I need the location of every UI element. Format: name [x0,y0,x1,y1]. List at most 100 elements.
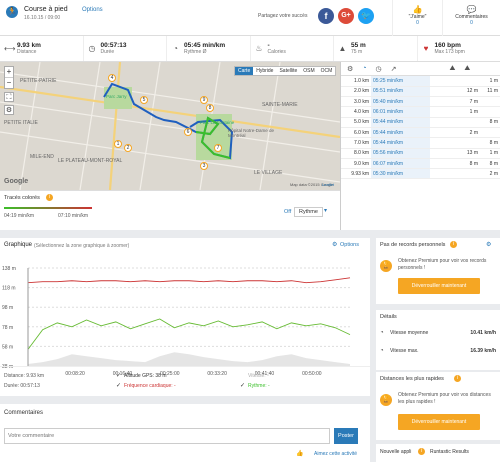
split-pace: 05:30 min/km [371,168,430,180]
splits-table-panel: ⚙ ◔ ◷ ↗ ⛰ ⛰ 1.0 km 05:25 min/km 1 m 2.0 km 0… [340,62,500,230]
split-elev-down [480,127,500,139]
comments-title: Commentaires [4,410,44,416]
trend-icon[interactable]: ↗ [390,65,397,73]
google-share-button[interactable]: G+ [338,8,354,24]
color-max-label: 07:10 min/km [58,213,89,219]
marker-9[interactable]: 9 [200,96,208,104]
post-comment-button[interactable]: Poster [334,428,358,444]
route-map[interactable]: Carte Hybride Satellite OSM OCM + − ⛶ ⚙ … [0,62,340,190]
map-label: SAINTE-MARIE [262,102,298,108]
marker-1[interactable]: 1 [114,140,122,148]
thumbs-up-icon[interactable]: 👍 [296,451,304,457]
twitter-share-button[interactable]: 🐦 [358,8,374,24]
split-row: 9.93 km 05:30 min/km 2 m [341,168,500,180]
marker-7[interactable]: 7 [214,144,222,152]
activity-datetime: 16.10.15 / 09:00 [24,15,61,21]
split-row: 6.0 km 05:44 min/km 2 m [341,127,500,139]
split-elev-up: 7 m [460,96,480,108]
stat-value: 05:45 min/km [184,42,226,49]
unlock-fastest-button[interactable]: Déverrouiller maintenant [398,414,480,430]
split-km: 6.0 km [341,127,371,139]
details-panel: Détails ◔ Vitesse moyenne 10.41 km/h ◔ V… [376,310,500,370]
marker-2[interactable]: 2 [124,144,132,152]
split-elev-up [460,137,480,149]
fullscreen-icon[interactable]: ⛶ [4,92,14,102]
graph-options-gear-icon[interactable]: ⚙ [332,242,338,248]
facebook-share-button[interactable]: f [318,8,334,24]
map-tab-carte[interactable]: Carte [235,67,254,75]
split-km: 3.0 km [341,96,371,108]
elevation-up-icon[interactable]: ⛰ [449,64,456,72]
stat-value: 9.93 km [17,42,41,49]
elevation-icon: ▲ [338,44,347,53]
series-heart-rate [27,277,351,284]
map-tab-hybride[interactable]: Hybride [256,68,274,74]
settings-icon[interactable]: ⚙ [486,242,492,248]
split-pace: 05:44 min/km [371,117,430,128]
marker-8[interactable]: 8 [206,104,214,112]
colors-off-option[interactable]: Off [284,209,292,215]
marker-5[interactable]: 5 [140,96,148,104]
new-app-name[interactable]: Runtastic Results [430,449,469,455]
split-elev-down: 1 m [480,148,500,159]
info-icon: i [454,375,461,382]
records-premium-text: Obtenez Premium pour voir vos records pe… [398,258,487,271]
map-tab-osm[interactable]: OSM [303,68,315,74]
comment-input[interactable] [4,428,330,444]
color-min-label: 04:19 min/km [4,213,35,219]
unlock-records-button[interactable]: Déverrouiller maintenant [398,278,480,294]
graph-options-link[interactable]: Options [340,242,359,248]
legend-vitesse: Vitesse: - [248,373,269,379]
x-tick-label: 00:33:20 [207,371,227,377]
comments-button[interactable]: 💬 Commentaires 0 [442,0,500,36]
x-tick-label: 00:08:20 [65,371,85,377]
info-icon: i [418,448,425,455]
like-button[interactable]: 👍 "J'aime" 0 [392,0,442,36]
elevation-chart[interactable]: 138 m 118 m 98 m 78 m 58 m 38 m 00:08:20 00:16:… [0,256,370,380]
facebook-icon: f [324,11,328,21]
info-icon: i [450,241,457,248]
split-row: 4.0 km 06:01 min/km 1 m [341,106,500,118]
split-bar [430,148,460,159]
comment-icon: 💬 [466,5,477,14]
zoom-in-button[interactable]: + [5,67,13,78]
map-tab-ocm[interactable]: OCM [320,68,333,74]
leaflet-link[interactable]: Leaflet [322,182,335,187]
split-row: 1.0 km 05:25 min/km 1 m [341,76,500,87]
split-bar [430,137,460,149]
checkmark-icon[interactable]: ✓ [116,373,122,379]
split-elev-down: 8 m [480,137,500,149]
stat-heart-rate: ♥ 160 bpm Max 173 bpm [418,36,500,61]
zoom-out-button[interactable]: − [6,78,12,87]
marker-4[interactable]: 4 [108,74,116,82]
splits-header: ⚙ ◔ ◷ ↗ ⛰ ⛰ [341,62,500,76]
split-elev-down [480,96,500,108]
x-tick-label: 00:50:00 [302,371,322,377]
settings-icon[interactable]: ⚙ [4,105,14,115]
split-km: 7.0 km [341,137,371,149]
gear-icon[interactable]: ⚙ [347,65,354,73]
split-elev-up: 2 m [460,127,480,139]
stat-label: Max 173 bpm [434,49,465,55]
marker-6[interactable]: 6 [184,128,192,136]
pace-icon[interactable]: ◔ [362,65,367,72]
y-tick-label: 118 m [2,286,16,292]
comments-panel: Commentaires Poster 👍 Aimez cette activi… [0,404,370,462]
split-km: 1.0 km [341,76,371,87]
marker-3[interactable]: 3 [200,162,208,170]
options-link[interactable]: Options [82,6,103,13]
elevation-down-icon[interactable]: ⛰ [464,64,471,72]
map-tab-satellite[interactable]: Satellite [279,68,298,74]
colors-mode-select[interactable]: Rythme [294,207,323,217]
checkmark-icon[interactable]: ✓ [116,383,122,389]
clock-icon[interactable]: ◷ [375,65,382,73]
split-pace: 05:44 min/km [371,137,430,149]
split-elev-down: 1 m [480,76,500,87]
detail-value: 16.39 km/h [470,348,496,354]
checkmark-icon[interactable]: ✓ [240,383,246,389]
chevron-down-icon[interactable]: ▾ [324,208,328,214]
y-tick-label: 78 m [2,325,13,331]
like-activity-link[interactable]: Aimez cette activité [314,451,358,457]
split-km: 5.0 km [341,117,371,128]
